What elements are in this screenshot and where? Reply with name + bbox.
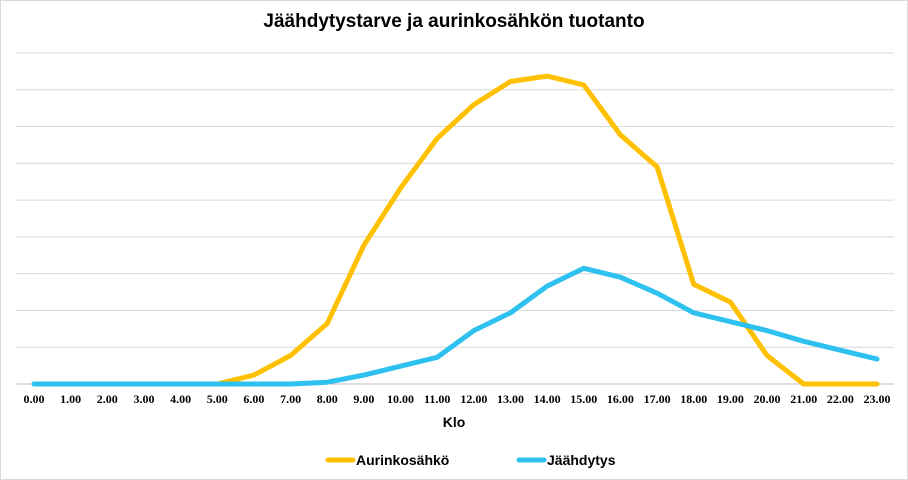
series-lines [31,73,880,387]
x-tick-label: 0.00 [24,392,45,406]
x-tick-labels: 0.00 1.00 2.00 3.00 4.00 5.00 6.00 7.00 8.00 9.00… [24,392,891,406]
x-tick-label: 4.00 [170,392,191,406]
x-tick-label: 12.00 [460,392,487,406]
x-tick-label: 3.00 [133,392,154,406]
series-line-aurinkosahko [31,73,880,387]
x-tick-label: 21.00 [790,392,817,406]
x-tick-label: 16.00 [607,392,634,406]
x-tick-label: 23.00 [864,392,891,406]
legend-label: Aurinkosähkö [356,452,449,468]
x-tick-label: 20.00 [754,392,781,406]
x-tick-label: 8.00 [317,392,338,406]
x-tick-label: 14.00 [534,392,561,406]
x-tick-label: 17.00 [644,392,671,406]
x-tick-label: 7.00 [280,392,301,406]
x-tick-label: 22.00 [827,392,854,406]
x-tick-label: 1.00 [60,392,81,406]
x-axis-label: Klo [443,414,466,430]
x-tick-label: 6.00 [243,392,264,406]
legend-label: Jäähdytys [547,452,616,468]
x-tick-label: 10.00 [387,392,414,406]
x-tick-label: 9.00 [353,392,374,406]
chart-title: Jäähdytystarve ja aurinkosähkön tuotanto [263,11,645,32]
legend: Aurinkosähkö Jäähdytys [325,452,616,468]
x-tick-label: 19.00 [717,392,744,406]
x-tick-label: 2.00 [97,392,118,406]
x-tick-label: 13.00 [497,392,524,406]
x-tick-label: 18.00 [680,392,707,406]
gridlines [16,52,894,385]
x-tick-label: 5.00 [207,392,228,406]
x-tick-label: 15.00 [570,392,597,406]
series-line-jaahdytys [31,265,880,387]
x-tick-label: 11.00 [424,392,450,406]
